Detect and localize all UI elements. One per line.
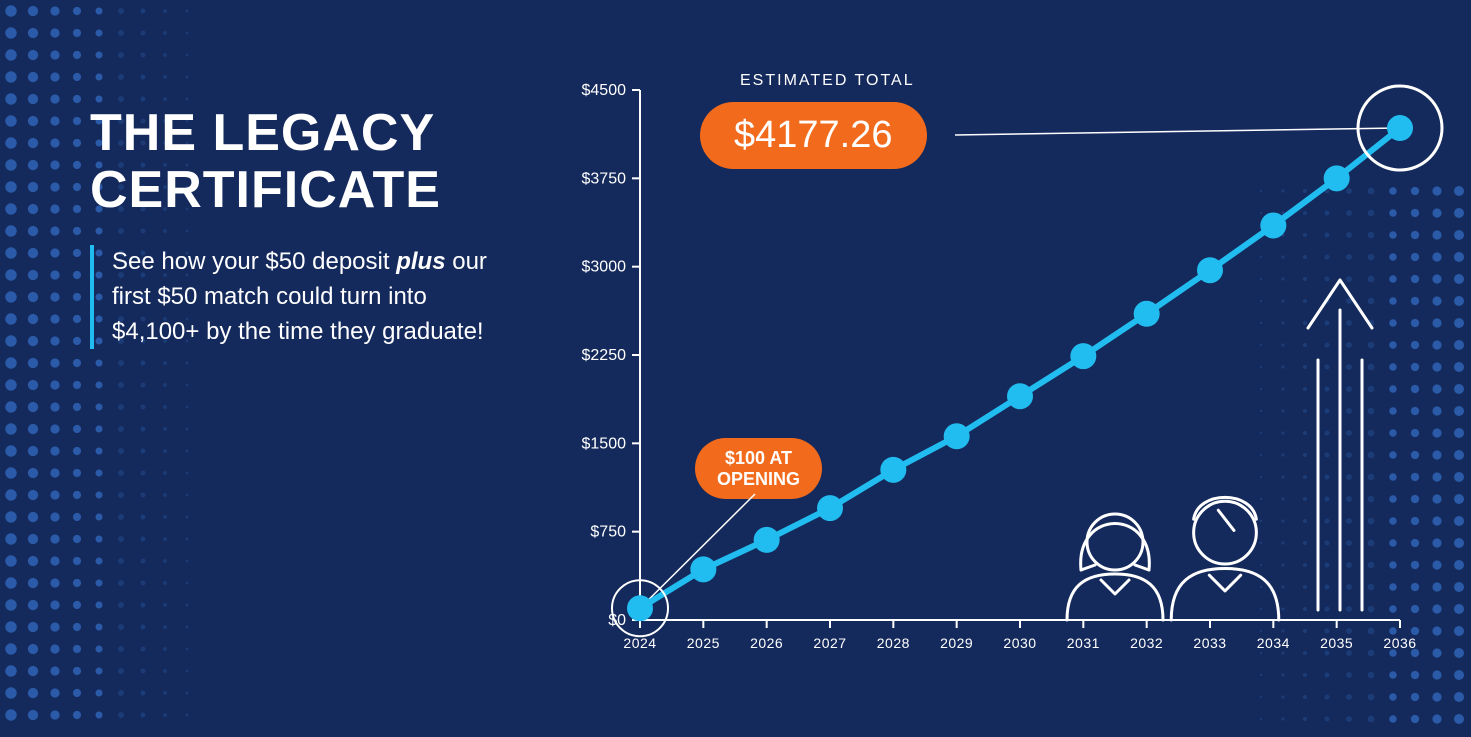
svg-text:$4500: $4500 bbox=[582, 82, 627, 99]
headline: THE LEGACY CERTIFICATE bbox=[90, 105, 441, 219]
svg-text:2025: 2025 bbox=[687, 635, 720, 651]
svg-text:2024: 2024 bbox=[623, 635, 656, 651]
svg-text:2036: 2036 bbox=[1383, 635, 1416, 651]
headline-line1: THE LEGACY bbox=[90, 104, 435, 162]
subtext-em: plus bbox=[396, 248, 445, 275]
svg-text:2031: 2031 bbox=[1067, 635, 1100, 651]
svg-text:$3750: $3750 bbox=[582, 170, 627, 187]
svg-text:$0: $0 bbox=[608, 612, 626, 629]
growth-chart: $0 $750 $1500 $2250 $3000 $3750 $4500 2024 2025 2… bbox=[540, 70, 1420, 670]
subtext-pre: See how your $50 deposit bbox=[112, 248, 396, 275]
headline-line2: CERTIFICATE bbox=[90, 161, 441, 219]
svg-text:2032: 2032 bbox=[1130, 635, 1163, 651]
svg-text:2029: 2029 bbox=[940, 635, 973, 651]
svg-text:$1500: $1500 bbox=[582, 435, 627, 452]
svg-text:2028: 2028 bbox=[877, 635, 910, 651]
svg-text:2027: 2027 bbox=[813, 635, 846, 651]
svg-text:2034: 2034 bbox=[1257, 635, 1290, 651]
svg-text:2035: 2035 bbox=[1320, 635, 1353, 651]
svg-text:$750: $750 bbox=[590, 524, 626, 541]
svg-text:2026: 2026 bbox=[750, 635, 783, 651]
svg-text:2033: 2033 bbox=[1193, 635, 1226, 651]
subtext-block: See how your $50 deposit plus our first … bbox=[90, 245, 490, 349]
svg-text:$2250: $2250 bbox=[582, 347, 627, 364]
svg-text:2030: 2030 bbox=[1003, 635, 1036, 651]
svg-text:$3000: $3000 bbox=[582, 259, 627, 276]
subtext: See how your $50 deposit plus our first … bbox=[112, 245, 490, 349]
